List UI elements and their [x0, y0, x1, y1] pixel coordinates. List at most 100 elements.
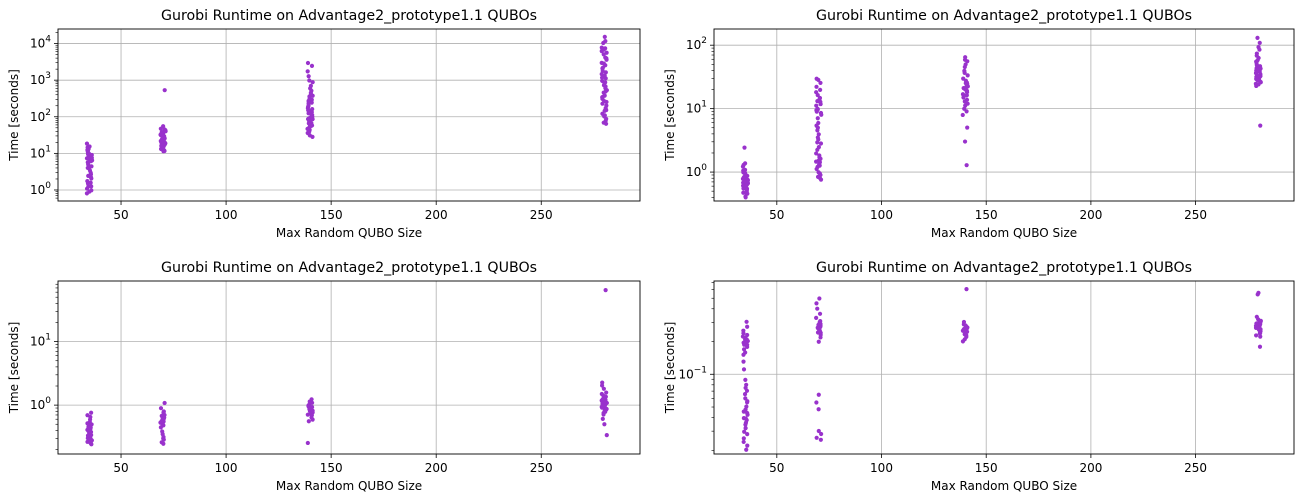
data-point [159, 419, 164, 424]
data-point [745, 412, 750, 417]
data-point [158, 131, 164, 137]
data-point [816, 392, 821, 397]
data-point [162, 148, 167, 153]
data-point [743, 416, 748, 421]
y-tick-base: 10 [30, 37, 45, 51]
data-point [603, 46, 608, 51]
data-point [306, 419, 311, 424]
y-tick-label: 101 [686, 100, 707, 116]
data-point [1258, 319, 1263, 324]
data-point [819, 431, 824, 437]
data-point [158, 406, 164, 411]
plot-frame [713, 28, 1295, 202]
data-point [741, 359, 746, 364]
chart-title: Gurobi Runtime on Advantage2_prototype1.… [816, 260, 1192, 276]
data-point [741, 347, 747, 352]
data-point [744, 190, 749, 196]
data-point [1257, 68, 1262, 73]
data-point [816, 339, 821, 344]
data-point [308, 123, 313, 128]
data-point [161, 441, 166, 446]
data-point [1257, 344, 1263, 349]
y-tick-exponent: 1 [45, 333, 51, 343]
data-point [745, 399, 750, 404]
data-point [161, 124, 166, 129]
data-point [962, 70, 967, 75]
data-point [307, 78, 312, 83]
data-point [814, 159, 819, 164]
x-tick-label: 200 [1079, 461, 1102, 475]
x-tick-label: 100 [870, 208, 893, 222]
data-point [814, 400, 819, 405]
data-point [603, 76, 608, 81]
y-tick-label: 100 [686, 163, 707, 179]
data-point [815, 147, 820, 152]
data-point [89, 410, 94, 415]
data-point [817, 155, 822, 160]
data-point [817, 163, 822, 168]
data-point [816, 428, 821, 434]
data-point [964, 84, 969, 89]
data-point [743, 377, 748, 382]
data-point [600, 101, 605, 106]
data-point [602, 108, 607, 113]
data-point [85, 147, 90, 153]
data-point [816, 77, 821, 83]
data-point [88, 436, 93, 442]
data-point [964, 325, 970, 331]
data-point [604, 56, 609, 61]
data-point [964, 109, 969, 114]
y-tick-exponent: 4 [45, 35, 51, 45]
data-point [963, 103, 968, 108]
y-tick-exponent: 0 [701, 163, 707, 173]
data-point [87, 144, 92, 149]
subplot-4: 50 100 150 200 250 10−1 Gurobi Runtime on Adva… [663, 260, 1295, 493]
data-point [742, 392, 748, 397]
data-point [600, 94, 605, 100]
data-point [1258, 123, 1263, 128]
data-point [604, 433, 609, 438]
data-point [1257, 331, 1262, 336]
data-point [814, 166, 819, 172]
data-point [962, 64, 967, 70]
x-tick-label: 250 [1184, 208, 1207, 222]
y-tick-base: 10 [30, 335, 45, 349]
data-point [965, 59, 970, 64]
data-point [960, 112, 965, 118]
data-point [160, 139, 165, 144]
data-point [601, 396, 607, 401]
data-point [745, 443, 750, 448]
y-axis-label: Time [seconds] [7, 69, 21, 162]
x-axis-label: Max Random QUBO Size [931, 226, 1077, 240]
data-point [603, 288, 608, 293]
data-point [741, 367, 747, 372]
data-point [816, 137, 821, 142]
data-point [742, 342, 747, 347]
data-point [599, 383, 605, 388]
data-point [158, 425, 163, 430]
data-point [743, 426, 748, 431]
data-point [742, 179, 747, 184]
data-point [818, 335, 823, 340]
data-point [84, 141, 90, 146]
data-point [741, 352, 746, 357]
data-point [305, 412, 310, 417]
data-point [86, 184, 91, 189]
data-point [602, 422, 607, 427]
x-tick-label: 150 [975, 461, 998, 475]
data-point [310, 134, 315, 139]
y-tick-base: 10 [686, 165, 701, 179]
data-point [86, 173, 91, 178]
data-point [1254, 63, 1260, 68]
y-axis-label: Time [seconds] [7, 322, 21, 415]
x-tick-label: 50 [769, 208, 784, 222]
data-point [85, 439, 90, 444]
y-tick-exponent: 1 [45, 144, 51, 154]
data-point [816, 407, 821, 412]
x-tick-label: 50 [769, 461, 784, 475]
data-point [604, 99, 609, 105]
data-point [305, 126, 310, 132]
y-tick-exponent: 0 [45, 181, 51, 191]
